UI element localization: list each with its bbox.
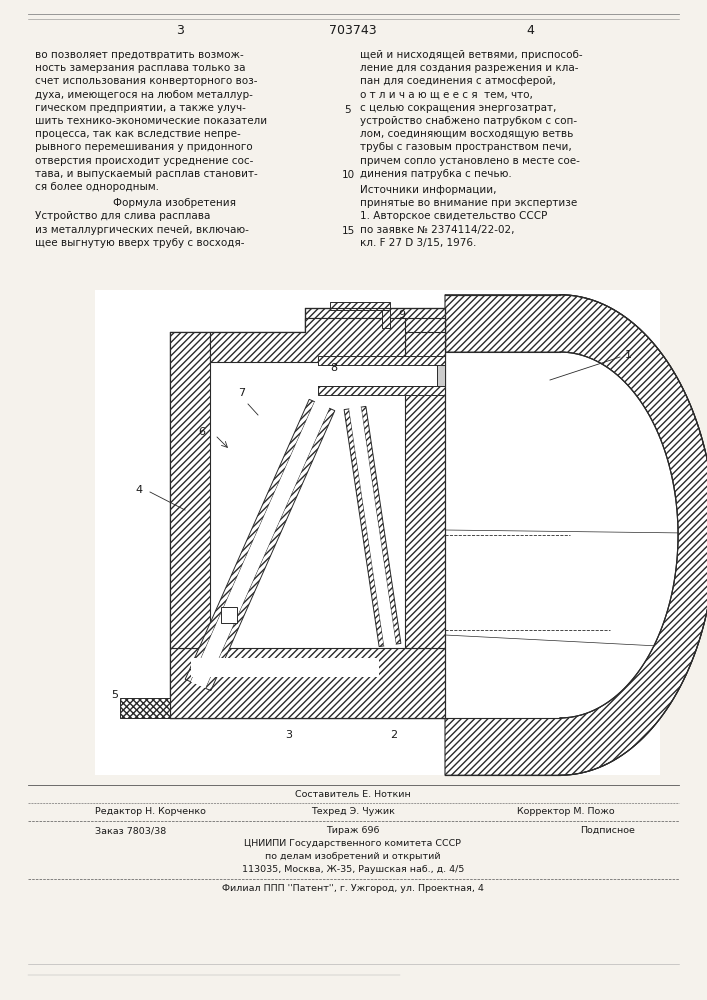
Text: счет использования конверторного воз-: счет использования конверторного воз- bbox=[35, 76, 257, 86]
Text: принятые во внимание при экспертизе: принятые во внимание при экспертизе bbox=[360, 198, 577, 208]
Text: 3: 3 bbox=[285, 730, 292, 740]
Text: Редактор Н. Корченко: Редактор Н. Корченко bbox=[95, 807, 206, 816]
Text: Источники информации,: Источники информации, bbox=[360, 185, 496, 195]
Text: отверстия происходит усреднение сос-: отверстия происходит усреднение сос- bbox=[35, 156, 253, 166]
Polygon shape bbox=[318, 365, 445, 386]
Text: лом, соединяющим восходящую ветвь: лом, соединяющим восходящую ветвь bbox=[360, 129, 573, 139]
Polygon shape bbox=[445, 352, 678, 718]
Text: Составитель Е. Ноткин: Составитель Е. Ноткин bbox=[295, 790, 411, 799]
Text: 1. Авторское свидетельство СССР: 1. Авторское свидетельство СССР bbox=[360, 211, 547, 221]
Text: во позволяет предотвратить возмож-: во позволяет предотвратить возмож- bbox=[35, 50, 244, 60]
Text: трубы с газовым пространством печи,: трубы с газовым пространством печи, bbox=[360, 142, 572, 152]
Text: шить технико-экономические показатели: шить технико-экономические показатели bbox=[35, 116, 267, 126]
Polygon shape bbox=[185, 399, 315, 682]
Text: 4: 4 bbox=[135, 485, 142, 495]
Text: Техред Э. Чужик: Техред Э. Чужик bbox=[311, 807, 395, 816]
Text: тава, и выпускаемый расплав становит-: тава, и выпускаемый расплав становит- bbox=[35, 169, 258, 179]
Text: пан для соединения с атмосферой,: пан для соединения с атмосферой, bbox=[360, 76, 556, 86]
Polygon shape bbox=[445, 352, 678, 718]
Polygon shape bbox=[191, 658, 379, 677]
Text: рывного перемешивания у придонного: рывного перемешивания у придонного bbox=[35, 142, 252, 152]
Text: 4: 4 bbox=[526, 23, 534, 36]
Polygon shape bbox=[318, 356, 445, 365]
Polygon shape bbox=[190, 337, 440, 713]
Text: 5: 5 bbox=[111, 690, 118, 700]
Polygon shape bbox=[305, 318, 445, 356]
Polygon shape bbox=[170, 308, 445, 718]
Text: Заказ 7803/38: Заказ 7803/38 bbox=[95, 826, 166, 835]
Text: кл. F 27 D 3/15, 1976.: кл. F 27 D 3/15, 1976. bbox=[360, 238, 477, 248]
Text: о т л и ч а ю щ е е с я  тем, что,: о т л и ч а ю щ е е с я тем, что, bbox=[360, 90, 533, 100]
Polygon shape bbox=[95, 290, 660, 775]
Text: Подписное: Подписное bbox=[580, 826, 635, 835]
Polygon shape bbox=[210, 318, 405, 362]
Text: духа, имеющегося на любом металлур-: духа, имеющегося на любом металлур- bbox=[35, 90, 253, 100]
Text: 113035, Москва, Ж-35, Раушская наб., д. 4/5: 113035, Москва, Ж-35, Раушская наб., д. … bbox=[242, 865, 464, 874]
Text: с целью сокращения энергозатрат,: с целью сокращения энергозатрат, bbox=[360, 103, 556, 113]
Text: 1: 1 bbox=[625, 350, 632, 360]
Text: Корректор М. Пожо: Корректор М. Пожо bbox=[518, 807, 615, 816]
Text: устройство снабжено патрубком с соп-: устройство снабжено патрубком с соп- bbox=[360, 116, 577, 126]
Text: Тираж 696: Тираж 696 bbox=[326, 826, 380, 835]
Text: щее выгнутую вверх трубу с восходя-: щее выгнутую вверх трубу с восходя- bbox=[35, 238, 245, 248]
Text: 7: 7 bbox=[238, 388, 245, 398]
Text: 2: 2 bbox=[390, 730, 397, 740]
Text: Филиал ППП ''Патент'', г. Ужгород, ул. Проектная, 4: Филиал ППП ''Патент'', г. Ужгород, ул. П… bbox=[222, 884, 484, 893]
Text: ность замерзания расплава только за: ность замерзания расплава только за bbox=[35, 63, 245, 73]
Polygon shape bbox=[445, 295, 707, 775]
Text: Устройство для слива расплава: Устройство для слива расплава bbox=[35, 211, 211, 221]
Polygon shape bbox=[382, 310, 390, 328]
Text: 6: 6 bbox=[198, 427, 205, 437]
Polygon shape bbox=[437, 365, 445, 386]
Polygon shape bbox=[191, 402, 329, 688]
Text: процесса, так как вследствие непре-: процесса, так как вследствие непре- bbox=[35, 129, 241, 139]
Polygon shape bbox=[170, 332, 210, 648]
Text: ление для создания разрежения и кла-: ление для создания разрежения и кла- bbox=[360, 63, 578, 73]
Polygon shape bbox=[318, 386, 445, 395]
Text: 8: 8 bbox=[330, 363, 337, 373]
Text: 15: 15 bbox=[341, 226, 355, 236]
Text: динения патрубка с печью.: динения патрубка с печью. bbox=[360, 169, 512, 179]
Text: ся более однородным.: ся более однородным. bbox=[35, 182, 159, 192]
Text: 5: 5 bbox=[345, 105, 351, 115]
Polygon shape bbox=[361, 406, 401, 644]
Polygon shape bbox=[170, 648, 445, 718]
Polygon shape bbox=[205, 408, 335, 691]
Text: по заявке № 2374114/22-02,: по заявке № 2374114/22-02, bbox=[360, 225, 515, 235]
Polygon shape bbox=[405, 332, 445, 648]
Text: 10: 10 bbox=[341, 170, 355, 180]
Text: по делам изобретений и открытий: по делам изобретений и открытий bbox=[265, 852, 440, 861]
Polygon shape bbox=[344, 409, 384, 647]
Text: 9: 9 bbox=[398, 310, 405, 320]
Text: причем сопло установлено в месте сое-: причем сопло установлено в месте сое- bbox=[360, 156, 580, 166]
Polygon shape bbox=[120, 698, 170, 718]
Text: из металлургических печей, включаю-: из металлургических печей, включаю- bbox=[35, 225, 249, 235]
Text: Формула изобретения: Формула изобретения bbox=[114, 198, 237, 208]
Polygon shape bbox=[221, 607, 237, 623]
Text: щей и нисходящей ветвями, приспособ-: щей и нисходящей ветвями, приспособ- bbox=[360, 50, 583, 60]
Text: 3: 3 bbox=[176, 23, 184, 36]
Polygon shape bbox=[349, 407, 396, 646]
Polygon shape bbox=[330, 302, 390, 310]
Text: ЦНИИПИ Государственного комитета СССР: ЦНИИПИ Государственного комитета СССР bbox=[245, 839, 462, 848]
Text: гическом предприятии, а также улуч-: гическом предприятии, а также улуч- bbox=[35, 103, 246, 113]
Text: 703743: 703743 bbox=[329, 23, 377, 36]
